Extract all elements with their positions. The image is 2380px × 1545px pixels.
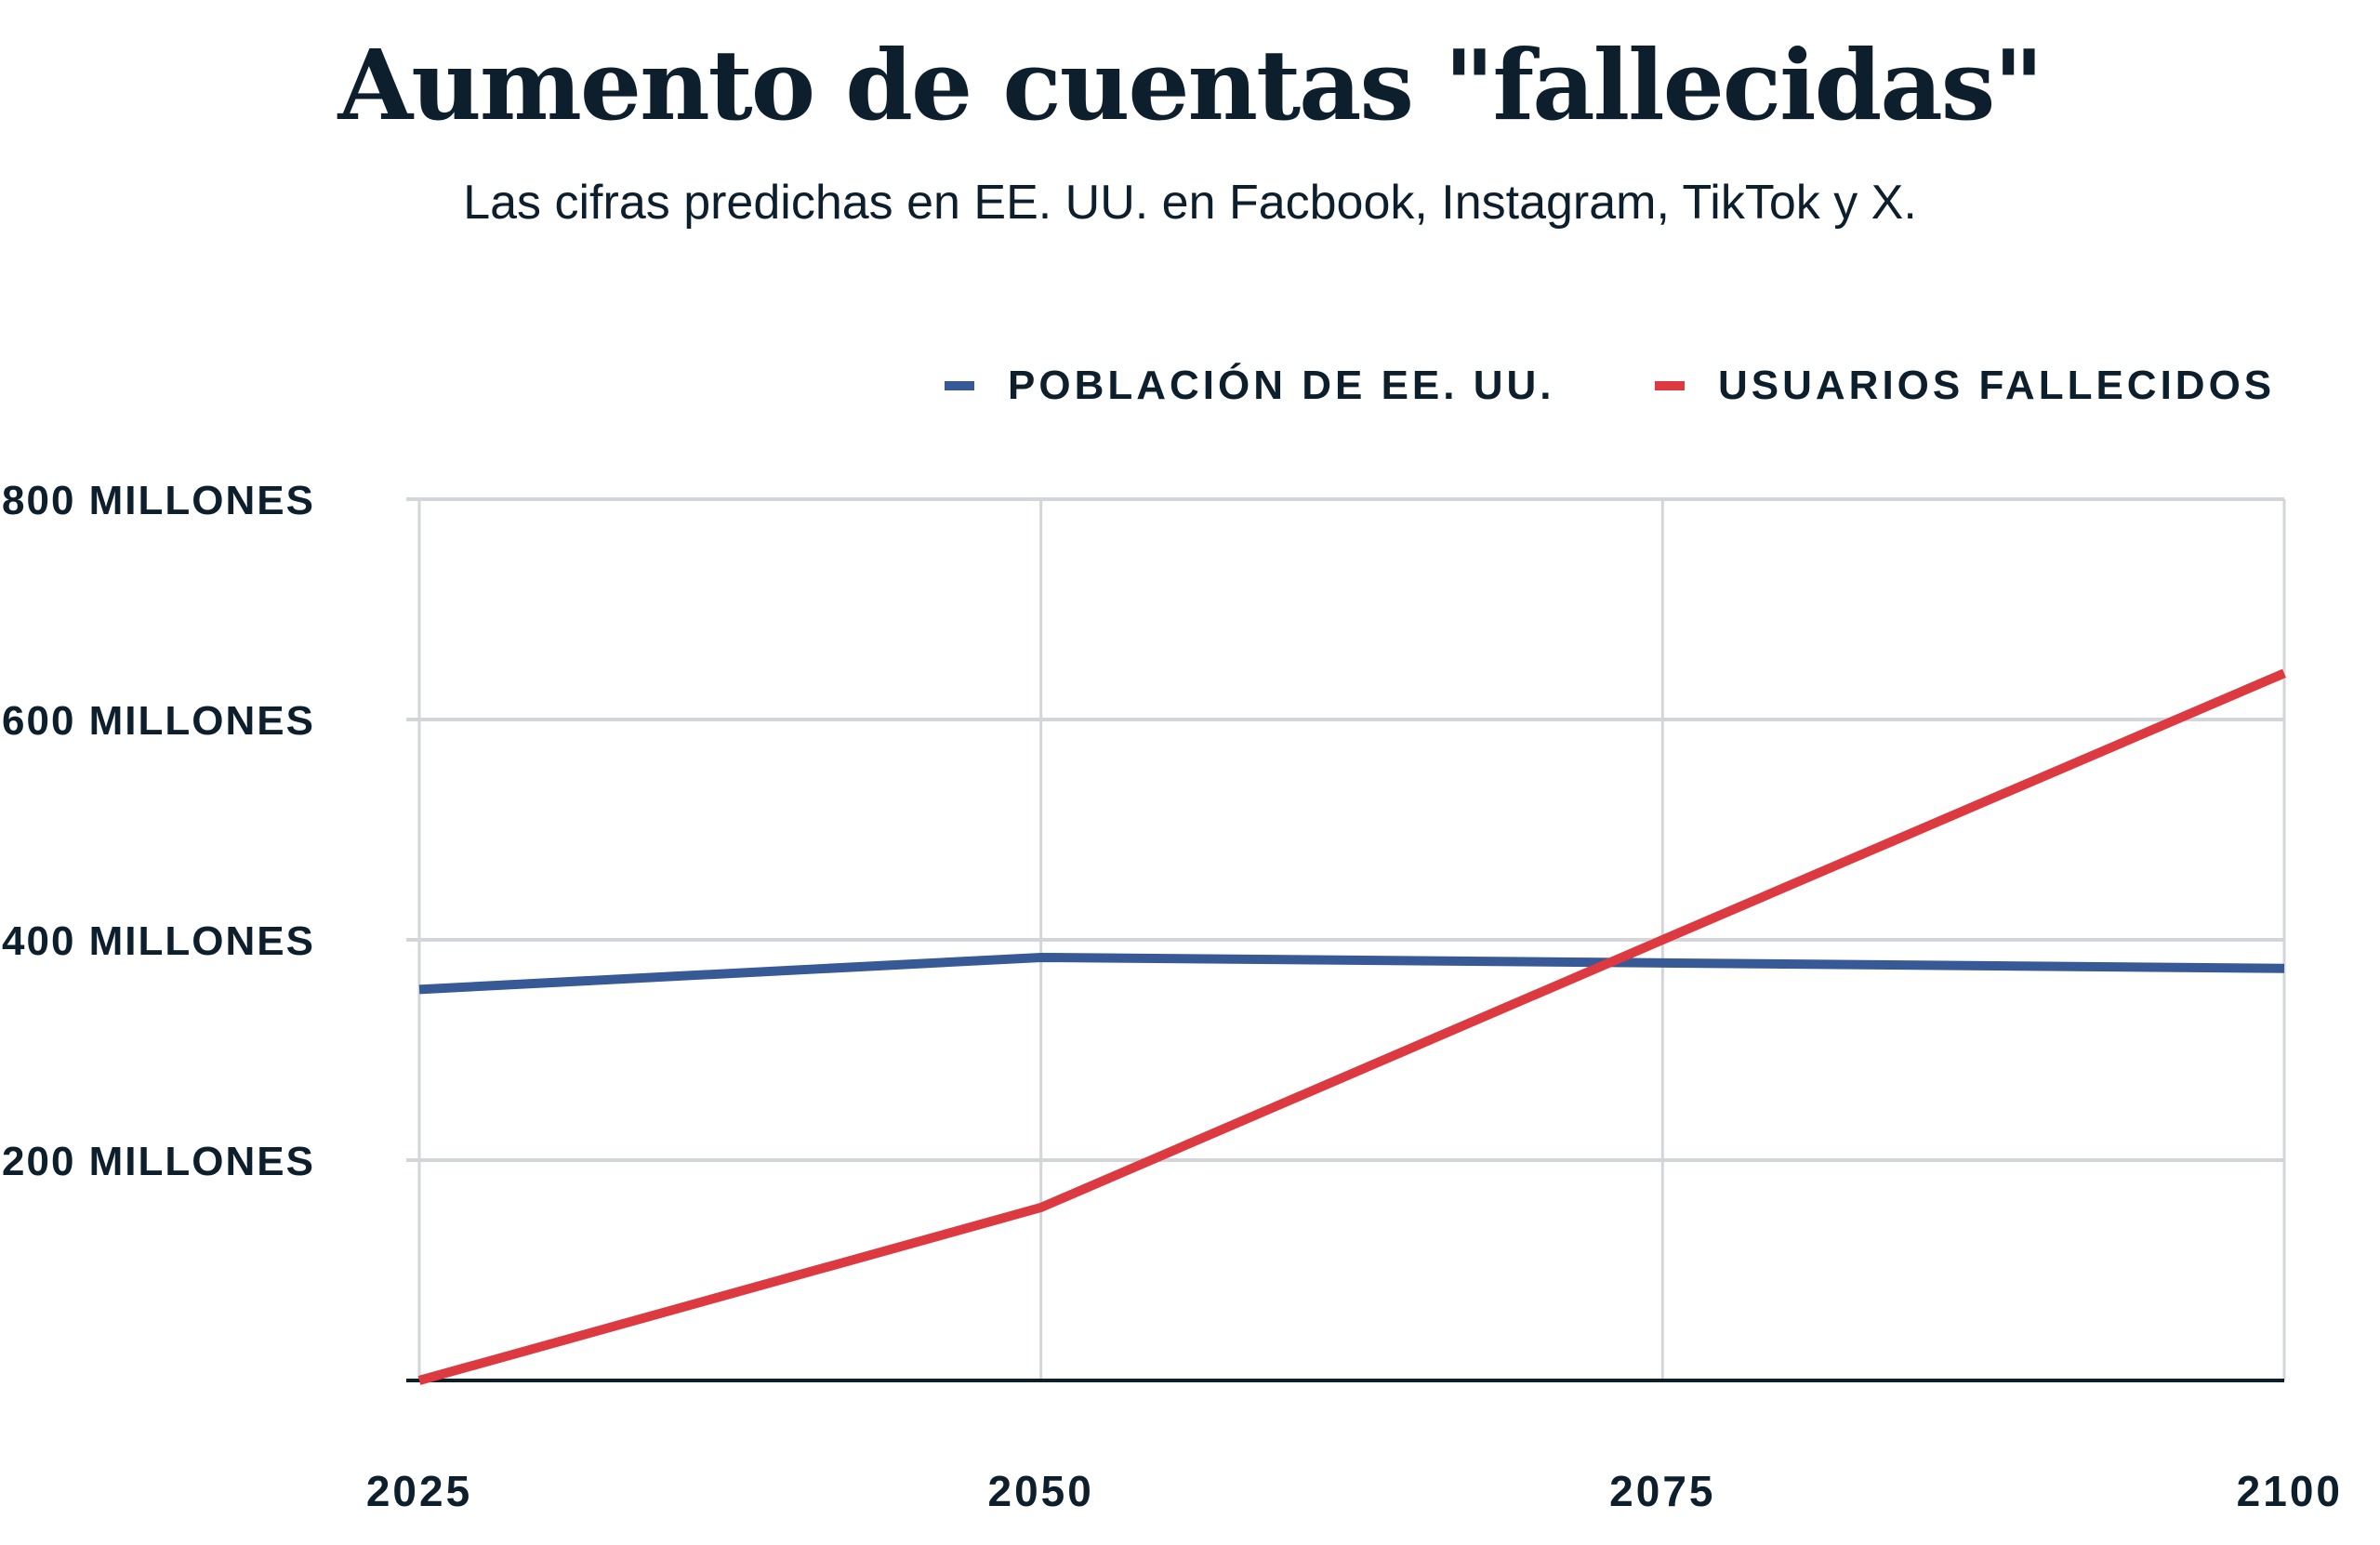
chart-title: Aumento de cuentas "fallecidas" <box>337 28 2044 142</box>
legend-swatch-population <box>945 381 974 390</box>
x-tick-label: 2075 <box>1609 1467 1715 1515</box>
legend-swatch-deceased <box>1655 381 1685 390</box>
series-line-deceased <box>417 668 2286 1385</box>
x-tick-label: 2050 <box>987 1467 1093 1515</box>
chart-subtitle: Las cifras predichas en EE. UU. en Facbo… <box>463 176 1917 230</box>
y-tick-label: 600 MILLONES <box>2 698 315 744</box>
y-tick-label: 400 MILLONES <box>2 918 315 964</box>
legend-label-deceased: USUARIOS FALLECIDOS <box>1718 363 2276 408</box>
legend-item-population: POBLACIÓN DE EE. UU. <box>945 363 1555 409</box>
x-tick-label: 2025 <box>366 1467 472 1515</box>
x-tick-label: 2100 <box>2237 1467 2343 1515</box>
legend-item-deceased: USUARIOS FALLECIDOS <box>1655 363 2275 409</box>
series-line-population <box>418 952 2285 995</box>
legend-label-population: POBLACIÓN DE EE. UU. <box>1008 363 1555 408</box>
y-tick-label: 800 MILLONES <box>2 478 315 523</box>
y-tick-label: 200 MILLONES <box>2 1139 315 1184</box>
